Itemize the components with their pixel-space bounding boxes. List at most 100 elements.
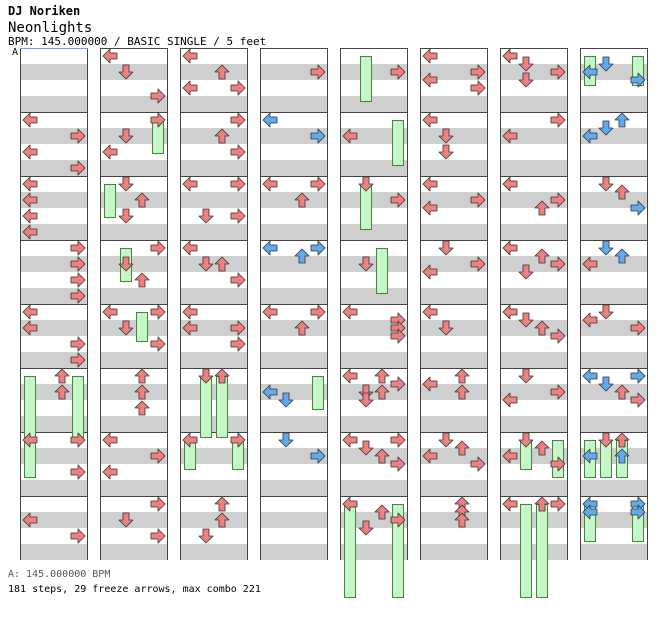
freeze-arrow xyxy=(520,504,532,598)
measure-border xyxy=(647,304,648,368)
beat-stripe xyxy=(180,416,248,432)
measure xyxy=(340,48,408,112)
measure-border xyxy=(180,48,248,49)
beat-stripe xyxy=(20,224,88,240)
down-arrow-icon xyxy=(518,72,534,88)
measure-border xyxy=(247,112,248,176)
beat-stripe xyxy=(260,384,328,400)
measure-border xyxy=(500,304,568,305)
left-arrow-icon xyxy=(182,48,198,64)
left-arrow-icon xyxy=(22,320,38,336)
measure-border xyxy=(647,112,648,176)
measure-border xyxy=(500,368,501,432)
measure-border xyxy=(500,432,501,496)
down-arrow-icon xyxy=(598,120,614,136)
measure-border xyxy=(260,368,328,369)
measure xyxy=(580,304,648,368)
left-arrow-icon xyxy=(102,432,118,448)
up-arrow-icon xyxy=(534,440,550,456)
right-arrow-icon xyxy=(70,432,86,448)
right-arrow-icon xyxy=(70,128,86,144)
measure-border xyxy=(500,240,568,241)
beat-stripe xyxy=(260,416,328,432)
beat-stripe xyxy=(260,64,328,80)
measure-border xyxy=(500,496,568,497)
down-arrow-icon xyxy=(118,256,134,272)
measure xyxy=(100,368,168,432)
left-arrow-icon xyxy=(22,512,38,528)
measure-border xyxy=(180,240,181,304)
beat-stripe xyxy=(20,192,88,208)
measure-border xyxy=(87,432,88,496)
down-arrow-icon xyxy=(518,368,534,384)
beat-stripe xyxy=(420,160,488,176)
right-arrow-icon xyxy=(70,528,86,544)
right-arrow-icon xyxy=(150,88,166,104)
measure-border xyxy=(260,304,261,368)
right-arrow-icon xyxy=(70,336,86,352)
measure-border xyxy=(180,432,248,433)
measure xyxy=(20,496,88,560)
measure-border xyxy=(247,368,248,432)
right-arrow-icon xyxy=(70,464,86,480)
measure-border xyxy=(340,304,408,305)
measure-border xyxy=(407,176,408,240)
measure-border xyxy=(407,48,408,112)
left-arrow-icon xyxy=(502,128,518,144)
beat-stripe xyxy=(100,384,168,400)
beat-stripe xyxy=(180,448,248,464)
measure-border xyxy=(100,176,101,240)
beat-stripe xyxy=(260,544,328,560)
left-arrow-icon xyxy=(502,48,518,64)
beat-stripe xyxy=(340,224,408,240)
freeze-arrow xyxy=(72,376,84,438)
left-arrow-icon xyxy=(102,48,118,64)
measure xyxy=(260,432,328,496)
beat-stripe xyxy=(180,352,248,368)
beat-stripe xyxy=(500,480,568,496)
right-arrow-icon xyxy=(70,272,86,288)
beat-stripe xyxy=(420,416,488,432)
measure-border xyxy=(500,176,501,240)
measure-border xyxy=(100,368,168,369)
measure-border xyxy=(247,304,248,368)
left-arrow-icon xyxy=(502,240,518,256)
measure-border xyxy=(407,304,408,368)
measure-border xyxy=(407,112,408,176)
left-arrow-icon xyxy=(422,264,438,280)
beat-stripe xyxy=(100,192,168,208)
measure-border xyxy=(100,432,101,496)
up-arrow-icon xyxy=(214,512,230,528)
measure-border xyxy=(420,240,421,304)
left-arrow-icon xyxy=(502,448,518,464)
beat-stripe xyxy=(500,384,568,400)
beat-stripe xyxy=(260,96,328,112)
right-arrow-icon xyxy=(150,448,166,464)
measure-border xyxy=(260,432,261,496)
measure-border xyxy=(487,48,488,112)
left-arrow-icon xyxy=(422,376,438,392)
measure-border xyxy=(180,112,181,176)
down-arrow-icon xyxy=(438,240,454,256)
beat-stripe xyxy=(580,320,648,336)
left-arrow-icon xyxy=(262,384,278,400)
right-arrow-icon xyxy=(70,352,86,368)
beat-stripe xyxy=(100,320,168,336)
beat-stripe xyxy=(100,64,168,80)
measure-border xyxy=(500,432,568,433)
measure-border xyxy=(100,496,101,560)
left-arrow-icon xyxy=(502,304,518,320)
measure-border xyxy=(260,496,261,560)
right-arrow-icon xyxy=(390,192,406,208)
measure-border xyxy=(180,496,181,560)
left-arrow-icon xyxy=(262,304,278,320)
measure-border xyxy=(487,112,488,176)
measure-border xyxy=(340,48,408,49)
measure-border xyxy=(20,240,88,241)
beat-stripe xyxy=(500,64,568,80)
measure-border xyxy=(567,304,568,368)
measure-border xyxy=(487,432,488,496)
measure xyxy=(340,240,408,304)
measure-border xyxy=(407,496,408,560)
measure xyxy=(500,48,568,112)
